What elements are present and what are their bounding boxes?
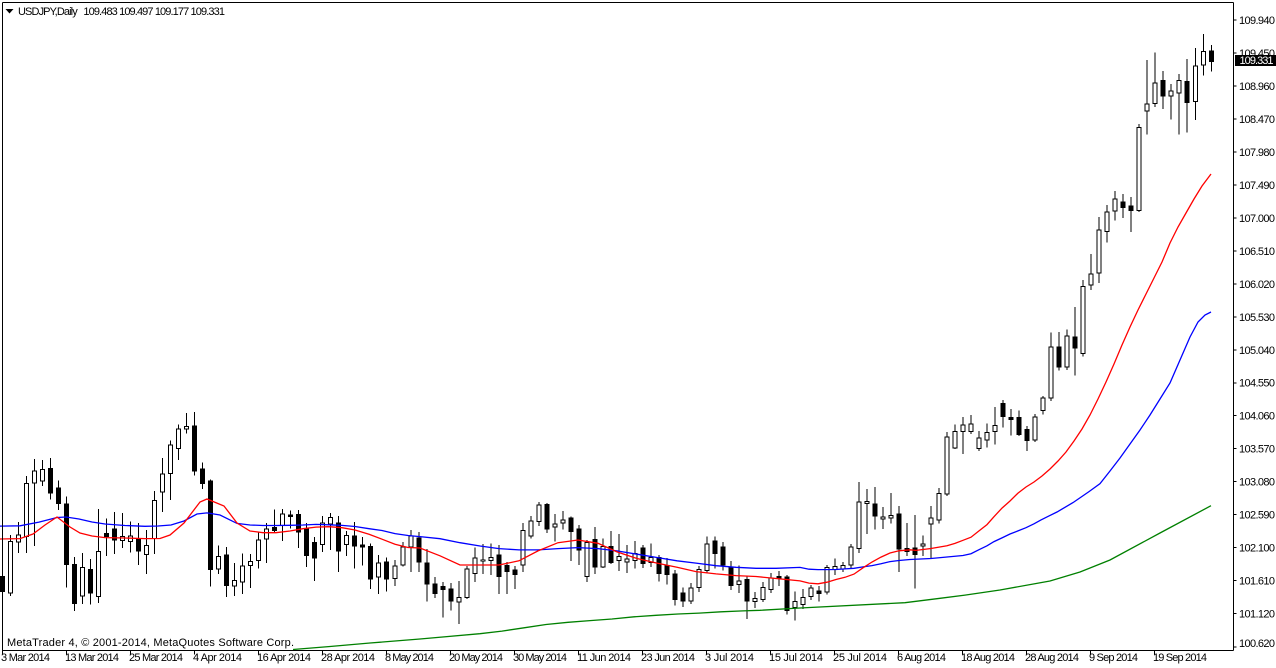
svg-text:4 Apr 2014: 4 Apr 2014 — [193, 652, 242, 664]
svg-text:19 Sep 2014: 19 Sep 2014 — [1153, 652, 1207, 664]
svg-text:102.100: 102.100 — [1239, 543, 1275, 555]
svg-text:105.530: 105.530 — [1239, 312, 1275, 324]
svg-text:106.510: 106.510 — [1239, 246, 1275, 258]
svg-text:18 Aug 2014: 18 Aug 2014 — [961, 652, 1015, 664]
svg-text:15 Jul 2014: 15 Jul 2014 — [769, 652, 823, 664]
svg-text:106.020: 106.020 — [1239, 279, 1275, 291]
svg-text:109.940: 109.940 — [1239, 15, 1275, 27]
svg-text:103.570: 103.570 — [1239, 444, 1275, 456]
svg-text:25 Mar 2014: 25 Mar 2014 — [129, 652, 183, 664]
svg-text:3 Mar 2014: 3 Mar 2014 — [1, 652, 50, 664]
svg-text:USDJPY,Daily 109.483 109.497: USDJPY,Daily 109.483 109.497 109.177 109… — [18, 6, 225, 18]
svg-text:103.080: 103.080 — [1239, 477, 1275, 489]
svg-text:9 Sep 2014: 9 Sep 2014 — [1089, 652, 1138, 664]
svg-text:104.550: 104.550 — [1239, 378, 1275, 390]
svg-text:23 Jun 2014: 23 Jun 2014 — [641, 652, 695, 664]
svg-text:3 Jul 2014: 3 Jul 2014 — [705, 652, 754, 664]
svg-text:11 Jun 2014: 11 Jun 2014 — [577, 652, 631, 664]
svg-text:28 Apr 2014: 28 Apr 2014 — [321, 652, 375, 664]
svg-text:101.120: 101.120 — [1239, 609, 1275, 621]
svg-text:109.331: 109.331 — [1240, 55, 1274, 67]
svg-text:13 Mar 2014: 13 Mar 2014 — [65, 652, 119, 664]
svg-text:107.000: 107.000 — [1239, 213, 1275, 225]
svg-text:107.490: 107.490 — [1239, 180, 1275, 192]
svg-text:107.980: 107.980 — [1239, 147, 1275, 159]
svg-text:8 May 2014: 8 May 2014 — [385, 652, 434, 664]
svg-text:16 Apr 2014: 16 Apr 2014 — [257, 652, 311, 664]
svg-text:102.590: 102.590 — [1239, 510, 1275, 522]
svg-text:6 Aug 2014: 6 Aug 2014 — [897, 652, 946, 664]
svg-text:105.040: 105.040 — [1239, 345, 1275, 357]
svg-text:101.610: 101.610 — [1239, 576, 1275, 588]
svg-text:108.470: 108.470 — [1239, 114, 1275, 126]
svg-text:30 May 2014: 30 May 2014 — [513, 652, 567, 664]
svg-text:104.060: 104.060 — [1239, 411, 1275, 423]
svg-text:100.620: 100.620 — [1239, 638, 1275, 650]
svg-text:28 Aug 2014: 28 Aug 2014 — [1025, 652, 1079, 664]
svg-text:MetaTrader 4, © 2001-2014, Met: MetaTrader 4, © 2001-2014, MetaQuotes So… — [7, 637, 294, 649]
svg-text:108.960: 108.960 — [1239, 81, 1275, 93]
svg-text:25 Jul 2014: 25 Jul 2014 — [833, 652, 887, 664]
svg-text:20 May 2014: 20 May 2014 — [449, 652, 503, 664]
